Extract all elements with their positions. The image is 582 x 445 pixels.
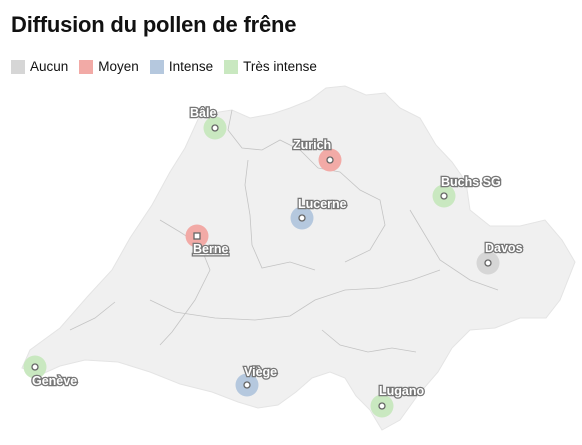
legend-label-intense: Intense: [168, 59, 214, 74]
border-graubunden: [409, 209, 499, 291]
legend-item-intense: Intense: [149, 59, 214, 74]
city-dot-davos: [484, 259, 492, 267]
legend-item-moyen: Moyen: [79, 59, 139, 74]
legend-label-moyen: Moyen: [98, 59, 139, 74]
city-viege[interactable]: Viège: [235, 364, 278, 397]
city-geneve[interactable]: Genève: [23, 355, 79, 389]
border-alps: [149, 269, 441, 321]
canton-borders: [69, 109, 499, 353]
border-geneva: [69, 301, 116, 331]
city-label-davos: Davos: [485, 241, 523, 255]
city-zurich[interactable]: Zurich: [292, 137, 342, 172]
legend: Aucun Moyen Intense Très intense: [11, 59, 328, 74]
city-label-geneve: Genève: [32, 374, 77, 388]
city-label-bale: Bâle: [190, 106, 216, 120]
city-label-lucerne: Lucerne: [298, 197, 347, 211]
border-ticino: [321, 329, 417, 353]
map-title: Diffusion du pollen de frêne: [11, 12, 297, 37]
city-label-lugano: Lugano: [379, 384, 424, 398]
legend-label-tres-intense: Très intense: [243, 59, 317, 74]
city-label-buchs-sg: Buchs SG: [441, 175, 501, 189]
border-west: [159, 219, 211, 346]
legend-item-aucun: Aucun: [11, 59, 68, 74]
city-dot-lucerne: [298, 214, 306, 222]
city-bale[interactable]: Bâle: [189, 105, 227, 140]
legend-swatch-intense: [149, 59, 164, 74]
city-dot-geneve: [31, 363, 39, 371]
city-lucerne[interactable]: Lucerne: [290, 196, 348, 230]
legend-item-tres-intense: Très intense: [224, 59, 317, 74]
legend-swatch-moyen: [79, 59, 94, 74]
border-central: [244, 159, 316, 271]
legend-label-aucun: Aucun: [30, 59, 69, 74]
city-dot-lugano: [378, 402, 386, 410]
legend-swatch-tres-intense: [224, 59, 239, 74]
city-lugano[interactable]: Lugano: [370, 383, 426, 418]
border-east: [317, 167, 386, 263]
city-dot-zurich: [326, 156, 334, 164]
city-label-zurich: Zurich: [293, 138, 331, 152]
city-label-berne: Berne: [193, 242, 228, 256]
city-berne[interactable]: Berne: [185, 224, 230, 257]
border-north: [227, 109, 319, 169]
city-label-viege: Viège: [244, 365, 277, 379]
legend-swatch-aucun: [11, 59, 25, 74]
city-dot-viege: [243, 381, 251, 389]
city-dot-buchs-sg: [440, 192, 448, 200]
city-dot-bale: [211, 124, 219, 132]
city-davos[interactable]: Davos: [476, 240, 524, 275]
city-dot-berne: [193, 232, 201, 240]
city-buchs-sg[interactable]: Buchs SG: [432, 174, 502, 208]
